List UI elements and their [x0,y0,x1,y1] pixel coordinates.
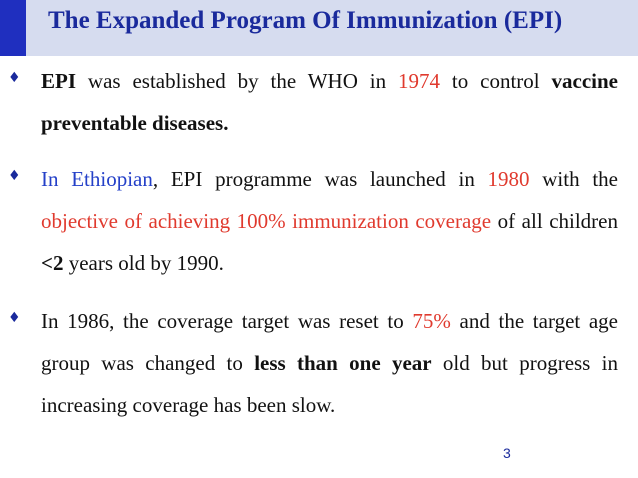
diamond-bullet-icon: ♦ [8,70,21,86]
slide-title: The Expanded Program Of Immunization (EP… [48,7,563,34]
diamond-bullet-icon: ♦ [8,310,21,326]
text-segment: EPI [41,69,77,93]
text-segment: 1974 [398,69,441,93]
text-segment: years old by 1990. [63,251,224,275]
text-segment: to control [440,69,552,93]
text-segment: was established by the WHO in [76,69,399,93]
title-accent-bar [0,0,26,56]
bullet-text-3: In 1986, the coverage target was reset t… [41,300,618,426]
text-segment: of all children [491,209,618,233]
text-segment: old but progress in increasing coverage … [41,351,618,417]
text-segment: objective of achieving 100% immunization… [41,209,492,233]
text-segment: 75% [412,309,451,333]
page-number: 3 [503,445,511,461]
text-segment: 1980 [487,167,530,191]
text-segment: <2 [41,251,64,275]
diamond-bullet-icon: ♦ [8,168,21,184]
text-segment: with the [529,167,618,191]
text-segment: , EPI programme was launched in [152,167,488,191]
bullet-text-1: EPI was established by the WHO in 1974 t… [41,60,618,144]
bullet-text-2: In Ethiopian, EPI programme was launched… [41,158,618,284]
text-segment: In Ethiopian [41,167,153,191]
text-segment: and the target age group was changed to [41,309,619,375]
text-segment: less than one year [254,351,432,375]
text-segment: vaccine preventable diseases. [41,69,618,135]
text-segment: In 1986, the coverage target was reset t… [41,309,413,333]
title-band [26,0,638,56]
